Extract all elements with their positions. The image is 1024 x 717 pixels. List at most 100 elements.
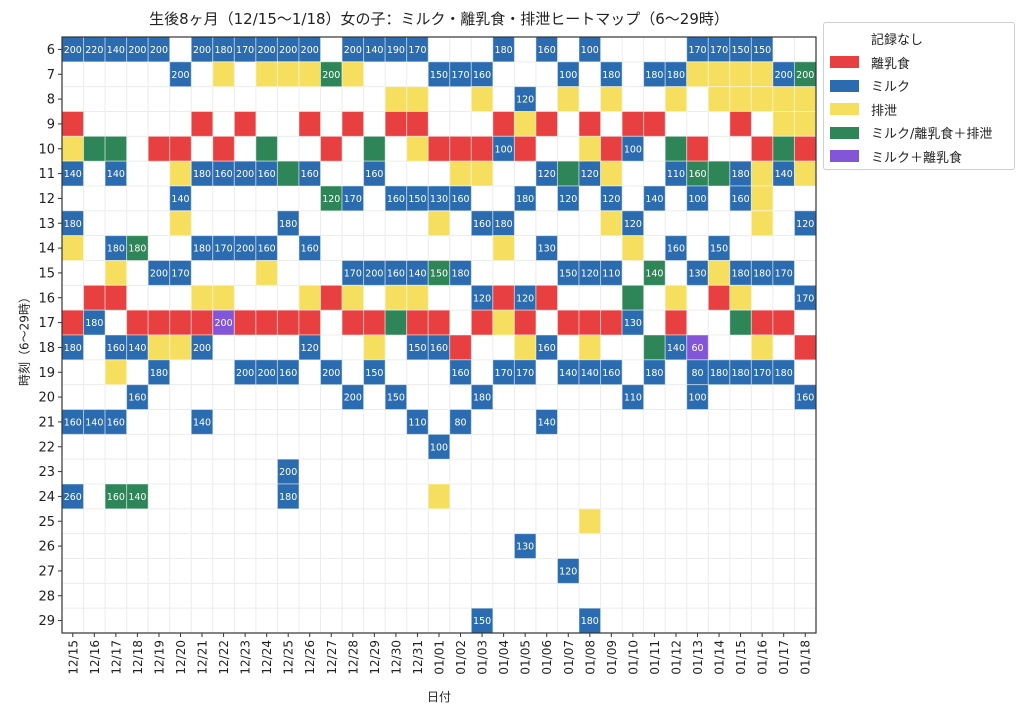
y-tick-label: 19: [38, 366, 55, 381]
cell-value-label: 200: [236, 169, 254, 180]
heatmap-cell-離乳食: [212, 135, 235, 162]
x-tick-label: 01/05: [519, 640, 533, 675]
heatmap-cell-ミルク: [772, 260, 795, 286]
cell-value-label: 170: [495, 368, 513, 379]
cell-value-label: 160: [301, 169, 319, 180]
heatmap-cell-排泄: [578, 135, 602, 162]
heatmap-cell-離乳食: [233, 309, 257, 336]
cell-value-label: 160: [451, 194, 469, 205]
cell-value-label: 160: [688, 169, 706, 180]
legend-swatch: [830, 126, 859, 139]
y-tick-label: 27: [38, 564, 55, 579]
y-tick-label: 20: [38, 391, 55, 406]
cell-value-label: 200: [193, 45, 211, 56]
cell-value-label: 170: [796, 293, 814, 304]
heatmap-cell-離乳食: [793, 135, 817, 162]
cell-value-label: 60: [691, 343, 703, 354]
heatmap-cell-離乳食: [126, 309, 149, 336]
cell-value-label: 120: [301, 343, 319, 354]
heatmap-cell-ミルク: [276, 210, 300, 237]
heatmap-cell-排泄: [406, 86, 429, 112]
cell-value-label: 180: [645, 70, 663, 81]
heatmap-cell-離乳食: [578, 309, 602, 336]
cell-value-label: 180: [710, 368, 728, 379]
legend: 記録なし 離乳食 ミルク 排泄 ミルク/離乳食＋排泄 ミルク＋離乳食: [823, 22, 1015, 170]
cell-value-label: 140: [365, 45, 383, 56]
heatmap-cell-排泄: [707, 86, 731, 112]
cell-value-label: 180: [279, 492, 297, 503]
cell-value-label: 150: [732, 45, 750, 56]
cell-value-label: 200: [301, 45, 319, 56]
heatmap-cell-ミルク: [406, 185, 429, 212]
cell-value-label: 140: [193, 417, 211, 428]
heatmap-cell-離乳食: [492, 284, 515, 311]
cell-value-label: 160: [732, 194, 750, 205]
cell-value-label: 200: [258, 45, 276, 56]
heatmap-cell-離乳食: [729, 111, 752, 137]
cell-value-label: 200: [322, 368, 340, 379]
x-axis-label: 日付: [426, 690, 451, 704]
cell-value-label: 100: [430, 442, 448, 453]
y-tick-label: 22: [38, 440, 55, 455]
heatmap-cell-ミルク: [535, 334, 558, 361]
heatmap-cell-ミルク: [320, 359, 343, 386]
x-tick-label: 01/17: [777, 640, 791, 675]
x-tick-label: 12/16: [88, 640, 102, 675]
heatmap-cell-排泄: [255, 61, 278, 88]
x-tick-label: 12/21: [196, 640, 210, 675]
cell-value-label: 170: [171, 268, 189, 279]
heatmap-cell-離乳食: [320, 135, 343, 162]
x-tick-label: 12/23: [239, 640, 253, 675]
heatmap-cell-排泄: [750, 61, 774, 88]
heatmap-cell-離乳食: [61, 111, 85, 137]
y-tick-label: 16: [38, 291, 55, 306]
legend-label: 離乳食: [871, 56, 911, 72]
cell-value-label: 170: [451, 70, 469, 81]
heatmap-cell-離乳食: [600, 135, 623, 162]
heatmap-cell-ミルク: [363, 160, 386, 187]
heatmap-cell-離乳食: [104, 284, 128, 311]
cell-value-label: 160: [107, 417, 125, 428]
cell-value-label: 150: [430, 268, 448, 279]
heatmap-cell-ミルク: [600, 359, 623, 386]
heatmap-cell-排泄: [147, 334, 171, 361]
cell-value-label: 100: [624, 144, 642, 155]
heatmap-cell-離乳食: [750, 135, 774, 162]
heatmap-cell-排泄: [406, 284, 429, 311]
cell-value-label: 180: [732, 268, 750, 279]
x-tick-label: 01/15: [734, 640, 748, 675]
cell-value-label: 140: [107, 169, 125, 180]
heatmap-cell-ミルク: [276, 359, 300, 386]
legend-swatch: [830, 103, 859, 116]
heatmap-cell-排泄: [707, 61, 731, 88]
y-tick-label: 17: [38, 316, 55, 331]
heatmap-cell-ミルク: [449, 61, 472, 88]
heatmap-cell-ミルク: [384, 384, 408, 410]
cell-value-label: 170: [344, 268, 362, 279]
heatmap-cell-離乳食: [492, 111, 515, 137]
cell-value-label: 160: [473, 219, 491, 230]
heatmap-cell-排泄: [255, 260, 278, 286]
y-tick-label: 23: [38, 465, 55, 480]
heatmap-cell-排泄: [384, 284, 408, 311]
heatmap-cell-排泄: [276, 61, 300, 88]
cell-value-label: 140: [107, 45, 125, 56]
x-tick-label: 01/11: [648, 640, 662, 675]
cell-value-label: 180: [279, 219, 297, 230]
heatmap-cell-ミルク: [643, 359, 666, 386]
cell-value-label: 160: [473, 70, 491, 81]
heatmap-cell-ミルク: [169, 61, 192, 88]
x-tick-label: 12/17: [109, 640, 123, 675]
heatmap-cell-離乳食: [169, 135, 192, 162]
cell-value-label: 160: [258, 244, 276, 255]
cell-value-label: 180: [215, 45, 233, 56]
heatmap-cell-排泄: [492, 235, 515, 262]
cell-value-label: 120: [516, 95, 534, 106]
heatmap-cell-排泄: [729, 284, 752, 311]
heatmap-cell-ミルク/離乳食＋排泄: [707, 160, 731, 187]
cell-value-label: 120: [602, 194, 620, 205]
heatmap-cell-排泄: [750, 334, 774, 361]
cell-value-label: 110: [602, 268, 620, 279]
cell-value-label: 170: [516, 368, 534, 379]
legend-item: 排泄: [830, 98, 1008, 122]
